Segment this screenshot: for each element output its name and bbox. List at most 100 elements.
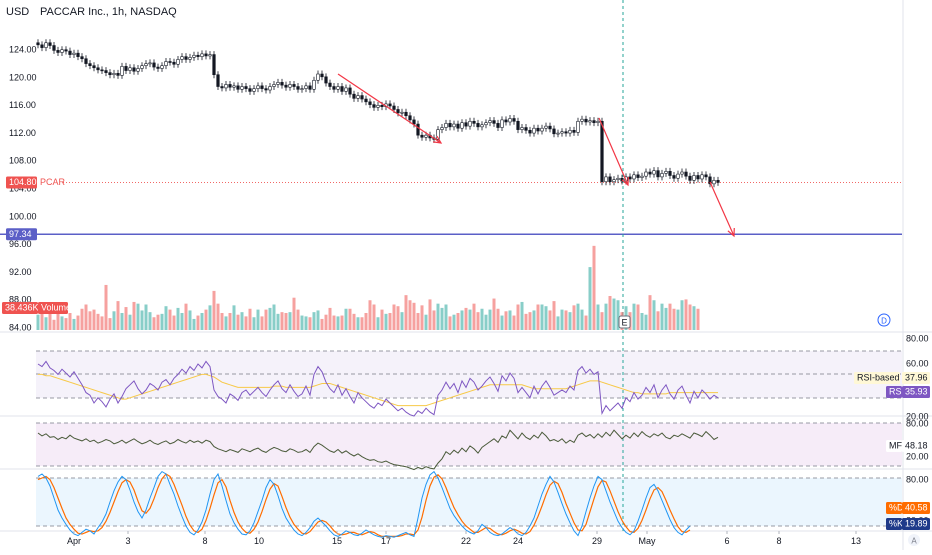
volume-bar bbox=[308, 317, 312, 330]
candle-body bbox=[368, 101, 372, 105]
candle-body bbox=[352, 93, 356, 99]
candle-body bbox=[504, 119, 508, 123]
candle-body bbox=[128, 67, 132, 71]
candle-body bbox=[280, 82, 284, 86]
volume-bar bbox=[348, 308, 352, 330]
price-tick-label: 116.00 bbox=[9, 100, 36, 110]
candle-body bbox=[424, 134, 428, 138]
trend-arrow-1[interactable] bbox=[337, 73, 442, 144]
volume-bar bbox=[316, 310, 320, 330]
candle-body bbox=[252, 88, 256, 92]
volume-bar bbox=[228, 313, 232, 330]
stoch-d-value-tag-text: 40.58 bbox=[905, 503, 928, 513]
candle-body bbox=[132, 67, 136, 72]
trend-arrow-3-head bbox=[727, 227, 735, 238]
volume-value-tag: 38.436K bbox=[2, 302, 39, 314]
volume-bar bbox=[76, 315, 80, 330]
candle-body bbox=[644, 171, 648, 177]
volume-bar bbox=[124, 307, 128, 330]
stoch-tick-80: 80.00 bbox=[906, 475, 929, 485]
volume-bar bbox=[372, 304, 376, 330]
volume-bar bbox=[612, 298, 616, 330]
candle-body bbox=[684, 171, 688, 177]
candle-body bbox=[180, 56, 184, 60]
volume-bar bbox=[648, 295, 652, 330]
earnings-marker[interactable]: E bbox=[618, 315, 631, 329]
candle-body bbox=[184, 56, 188, 60]
candle-body bbox=[396, 109, 400, 114]
volume-bar bbox=[264, 309, 268, 330]
candle-body bbox=[408, 115, 412, 121]
volume-bar bbox=[524, 313, 528, 330]
candle-body bbox=[360, 95, 364, 100]
symbol-title[interactable]: PACCAR Inc., 1h, NASDAQ bbox=[40, 6, 177, 18]
volume-bar bbox=[252, 317, 256, 330]
volume-bar bbox=[332, 315, 336, 330]
candle-body bbox=[112, 73, 116, 76]
candle-body bbox=[672, 175, 676, 179]
candle-body bbox=[484, 122, 488, 126]
volume-bar bbox=[192, 318, 196, 330]
volume-bar bbox=[356, 317, 360, 330]
volume-bar bbox=[468, 309, 472, 330]
rsi-tick-20: 20.00 bbox=[906, 412, 929, 422]
rsi-label-tag: RSI bbox=[886, 386, 904, 398]
volume-bar bbox=[52, 319, 56, 330]
mf-label-tag-text: MF bbox=[889, 441, 902, 451]
trend-arrow-3[interactable] bbox=[709, 181, 735, 237]
rsi-ma-label-tag-text: RSI-based MA bbox=[857, 373, 916, 383]
candle-body bbox=[296, 86, 300, 90]
volume-bar bbox=[520, 301, 524, 330]
candle-body bbox=[552, 128, 556, 135]
candle-body bbox=[100, 69, 104, 72]
time-tick-label: May bbox=[638, 536, 656, 546]
volume-bar bbox=[236, 314, 240, 330]
volume-bar bbox=[616, 300, 620, 330]
candle-body bbox=[628, 176, 632, 180]
volume-bar bbox=[276, 313, 280, 330]
stoch-d-label-tag-text: %D bbox=[889, 503, 904, 513]
volume-bar bbox=[64, 318, 68, 330]
candle-body bbox=[392, 105, 396, 110]
stoch-band bbox=[36, 478, 902, 526]
volume-bar bbox=[56, 304, 60, 330]
candle-body bbox=[372, 104, 376, 108]
price-tick-label: 108.00 bbox=[9, 156, 37, 166]
price-axis[interactable]: 124.00 120.00 116.00 112.00 108.00 104.00 100.… bbox=[9, 45, 37, 333]
volume-bar bbox=[396, 306, 400, 330]
candle-body bbox=[588, 120, 592, 123]
candle-body bbox=[92, 65, 96, 69]
candle-body bbox=[444, 123, 448, 128]
volume-bar bbox=[220, 313, 224, 330]
dividend-marker[interactable]: D bbox=[877, 313, 891, 327]
candle-body bbox=[268, 86, 272, 91]
candle-body bbox=[136, 68, 140, 72]
volume-bar bbox=[280, 312, 284, 330]
time-axis[interactable]: Apr 3 8 10 15 17 22 24 29 May 6 8 13 bbox=[67, 531, 861, 546]
mf-band bbox=[36, 423, 902, 466]
volume-bar bbox=[216, 303, 220, 330]
volume-bar bbox=[444, 304, 448, 330]
volume-bar bbox=[108, 318, 112, 330]
candle-body bbox=[108, 72, 112, 76]
candle-body bbox=[308, 85, 312, 90]
volume-bar bbox=[436, 303, 440, 330]
candle-body bbox=[304, 85, 308, 89]
trend-arrow-2[interactable] bbox=[598, 117, 629, 186]
rsi-line bbox=[37, 360, 719, 417]
volume-bar bbox=[120, 313, 124, 330]
trend-arrows[interactable] bbox=[337, 73, 735, 238]
volume-bar bbox=[504, 311, 508, 330]
volume-bar bbox=[640, 313, 644, 330]
candle-body bbox=[316, 73, 320, 81]
volume-bar bbox=[272, 304, 276, 330]
candle-body bbox=[248, 88, 252, 92]
volume-bar bbox=[312, 312, 316, 330]
volume-bar bbox=[404, 295, 408, 330]
candle-body bbox=[584, 118, 588, 123]
auto-scale-button[interactable]: A bbox=[908, 534, 920, 546]
volume-bar bbox=[336, 316, 340, 330]
candle-body bbox=[664, 171, 668, 174]
